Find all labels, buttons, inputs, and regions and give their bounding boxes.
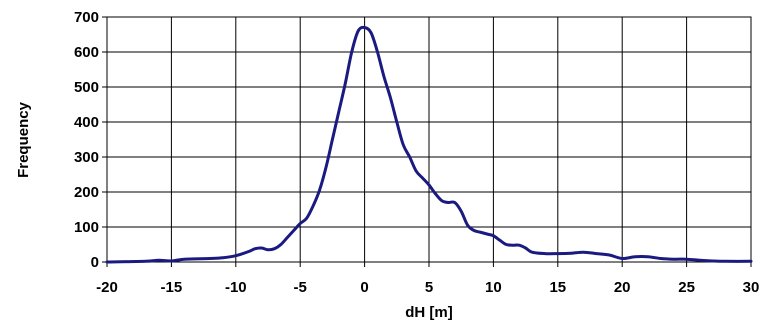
x-tick-label: 15	[549, 279, 566, 296]
x-tick-label: 5	[425, 279, 433, 296]
series-line	[105, 25, 753, 264]
y-tick-label: 200	[74, 184, 99, 201]
x-tick-label: 30	[743, 279, 760, 296]
y-tick-label: 400	[74, 114, 99, 131]
plot-frame	[106, 16, 752, 263]
y-tick-label: 300	[74, 149, 99, 166]
x-tick-label: 25	[678, 279, 695, 296]
grid-lines	[102, 16, 752, 267]
x-tick-label: 20	[614, 279, 631, 296]
x-tick-label: 10	[485, 279, 502, 296]
x-tick-label: -10	[225, 279, 247, 296]
y-tick-label: 100	[74, 219, 99, 236]
y-tick-label: 600	[74, 44, 99, 61]
x-tick-label: -5	[294, 279, 307, 296]
x-axis-label: dH [m]	[405, 304, 453, 321]
y-tick-labels: 0 100 200 300 400 500 600 700	[74, 9, 99, 271]
x-tick-label: -20	[96, 279, 118, 296]
x-tick-labels: -20 -15 -10 -5 0 5 10 15 20 25 30	[96, 279, 759, 296]
x-tick-label: -15	[161, 279, 183, 296]
y-tick-label: 500	[74, 79, 99, 96]
y-tick-label: 700	[74, 9, 99, 26]
y-tick-label: 0	[91, 254, 99, 271]
x-tick-label: 0	[360, 279, 368, 296]
y-axis-label: Frequency	[15, 101, 32, 178]
